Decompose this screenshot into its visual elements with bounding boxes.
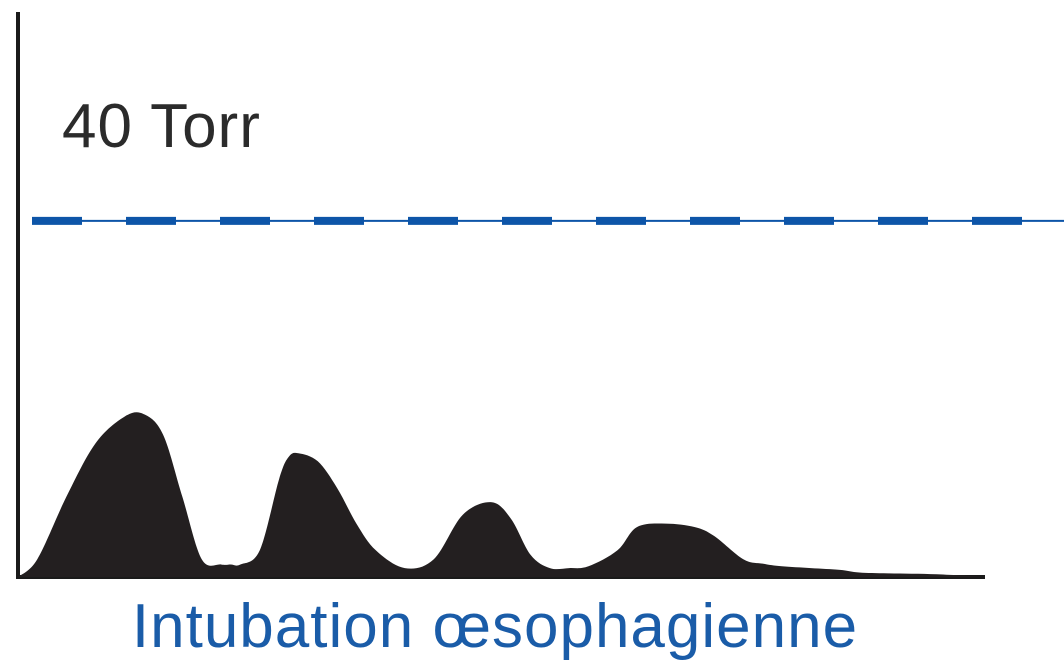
co2-waveform-area [18,412,985,577]
chart-caption: Intubation œsophagienne [131,592,859,661]
reference-line-label: 40 Torr [62,92,261,161]
